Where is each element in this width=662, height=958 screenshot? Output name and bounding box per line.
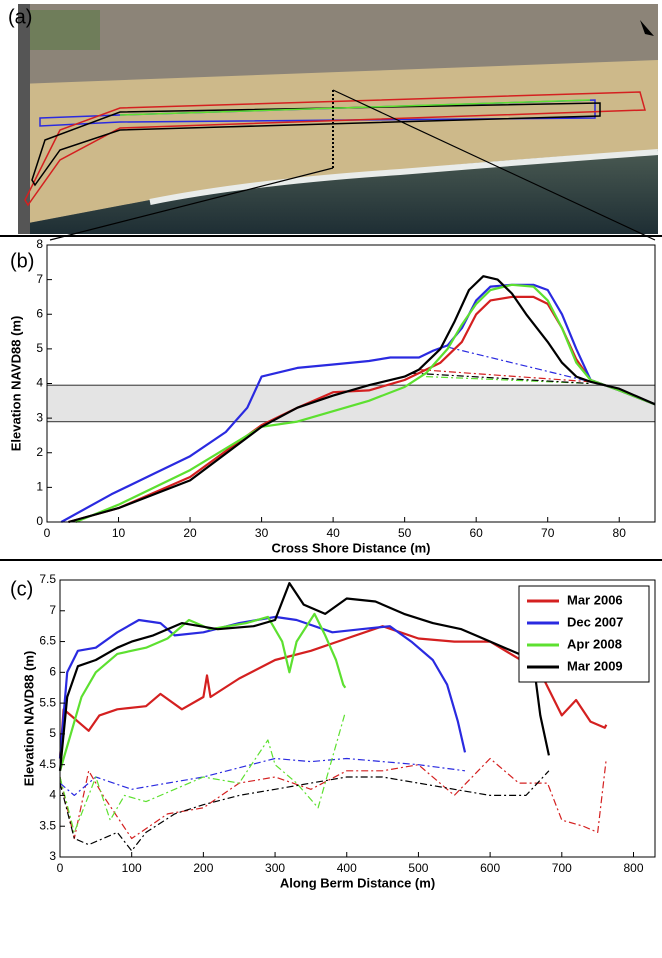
x-tick-label: 700	[552, 861, 572, 875]
toe-line	[59, 757, 466, 796]
y-axis-label: Elevation NAVD88 (m)	[21, 651, 36, 787]
legend-label: Mar 2006	[567, 592, 623, 607]
y-tick-label: 3	[36, 410, 43, 424]
x-tick-label: 500	[408, 861, 428, 875]
x-tick-label: 40	[326, 526, 340, 540]
y-tick-label: 6	[36, 306, 43, 320]
x-tick-label: 60	[469, 526, 483, 540]
x-tick-label: 10	[112, 526, 126, 540]
y-tick-label: 6.5	[39, 634, 56, 648]
toe-line	[447, 346, 591, 383]
legend-label: Apr 2008	[567, 636, 622, 651]
y-tick-label: 4	[36, 376, 43, 390]
berm-line	[75, 283, 656, 524]
y-tick-label: 5	[49, 726, 56, 740]
y-tick-label: 7.5	[39, 572, 56, 586]
x-tick-label: 200	[193, 861, 213, 875]
toe-line	[59, 770, 550, 852]
aerial-photo: (a)	[8, 4, 659, 241]
toe-line	[411, 372, 591, 385]
x-tick-label: 600	[480, 861, 500, 875]
panel-label: (b)	[10, 250, 34, 272]
berm-line	[58, 612, 347, 772]
y-tick-label: 3.5	[39, 818, 56, 832]
x-tick-label: 300	[265, 861, 285, 875]
y-tick-label: 5	[36, 341, 43, 355]
berm-line	[68, 275, 656, 524]
x-tick-label: 70	[541, 526, 555, 540]
y-tick-label: 4.5	[39, 757, 56, 771]
y-tick-label: 3	[49, 849, 56, 863]
y-tick-label: 2	[36, 445, 43, 459]
y-tick-label: 0	[36, 514, 43, 528]
plot-frame	[59, 579, 656, 858]
y-tick-label: 7	[36, 272, 43, 286]
berm-line	[58, 615, 467, 759]
y-tick-label: 6	[49, 665, 56, 679]
y-tick-label: 4	[49, 788, 56, 802]
legend-label: Mar 2009	[567, 658, 623, 673]
toe-line	[59, 757, 607, 840]
x-axis-label: Along Berm Distance (m)	[280, 875, 435, 890]
toe-line	[59, 712, 346, 833]
panel-label: (a)	[8, 6, 32, 28]
x-tick-label: 100	[122, 861, 142, 875]
berm-line	[58, 625, 608, 759]
x-tick-label: 20	[183, 526, 197, 540]
panel-label: (c)	[10, 578, 33, 600]
x-tick-label: 800	[623, 861, 643, 875]
y-tick-label: 5.5	[39, 695, 56, 709]
x-tick-label: 0	[57, 861, 64, 875]
x-tick-label: 80	[613, 526, 627, 540]
y-tick-label: 1	[36, 480, 43, 494]
berm-line	[60, 283, 656, 523]
x-tick-label: 50	[398, 526, 412, 540]
y-tick-label: 8	[36, 237, 43, 251]
berm-line	[58, 582, 550, 771]
x-tick-label: 400	[337, 861, 357, 875]
toe-line	[418, 369, 591, 383]
x-tick-label: 30	[255, 526, 269, 540]
y-tick-label: 7	[49, 603, 56, 617]
legend-label: Dec 2007	[567, 614, 623, 629]
x-tick-label: 0	[44, 526, 51, 540]
y-axis-label: Elevation NAVD88 (m)	[8, 316, 23, 452]
x-axis-label: Cross Shore Distance (m)	[272, 540, 431, 555]
